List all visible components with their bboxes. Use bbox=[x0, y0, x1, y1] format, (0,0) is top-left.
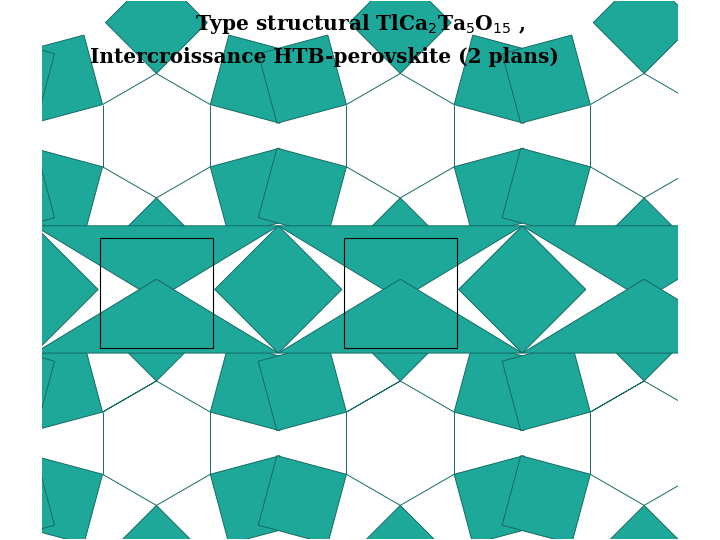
Polygon shape bbox=[644, 167, 698, 198]
Polygon shape bbox=[210, 148, 299, 237]
Polygon shape bbox=[156, 474, 210, 505]
Polygon shape bbox=[210, 35, 299, 123]
Polygon shape bbox=[346, 474, 400, 505]
Bar bbox=[100, 238, 213, 348]
Polygon shape bbox=[279, 226, 522, 300]
Polygon shape bbox=[14, 35, 102, 123]
Polygon shape bbox=[258, 342, 346, 431]
Polygon shape bbox=[0, 279, 35, 353]
Polygon shape bbox=[215, 226, 342, 353]
Polygon shape bbox=[454, 35, 542, 123]
Polygon shape bbox=[349, 505, 451, 540]
Polygon shape bbox=[106, 198, 207, 300]
Polygon shape bbox=[14, 456, 102, 540]
Polygon shape bbox=[102, 73, 156, 105]
Bar bbox=[343, 238, 457, 348]
Polygon shape bbox=[454, 148, 542, 237]
Polygon shape bbox=[593, 279, 695, 381]
Polygon shape bbox=[400, 381, 454, 412]
Polygon shape bbox=[502, 342, 590, 431]
Polygon shape bbox=[0, 456, 55, 540]
Polygon shape bbox=[590, 73, 644, 105]
Polygon shape bbox=[279, 279, 522, 353]
Polygon shape bbox=[349, 198, 451, 300]
Polygon shape bbox=[156, 73, 210, 105]
Polygon shape bbox=[644, 474, 698, 505]
Polygon shape bbox=[698, 456, 720, 540]
Polygon shape bbox=[698, 35, 720, 123]
Polygon shape bbox=[522, 279, 720, 353]
Polygon shape bbox=[35, 226, 279, 300]
Polygon shape bbox=[502, 35, 590, 123]
Polygon shape bbox=[258, 148, 346, 237]
Text: Type structural TlCa$_2$Ta$_5$O$_{15}$ ,: Type structural TlCa$_2$Ta$_5$O$_{15}$ , bbox=[195, 12, 525, 36]
Polygon shape bbox=[14, 148, 102, 237]
Polygon shape bbox=[346, 73, 400, 105]
Polygon shape bbox=[454, 456, 542, 540]
Polygon shape bbox=[644, 73, 698, 105]
Polygon shape bbox=[400, 474, 454, 505]
Polygon shape bbox=[590, 381, 644, 412]
Polygon shape bbox=[106, 505, 207, 540]
Polygon shape bbox=[0, 226, 98, 353]
Polygon shape bbox=[0, 226, 35, 300]
Polygon shape bbox=[258, 35, 346, 123]
Polygon shape bbox=[593, 198, 695, 300]
Polygon shape bbox=[0, 342, 55, 431]
Polygon shape bbox=[35, 279, 279, 353]
Polygon shape bbox=[210, 342, 299, 431]
Polygon shape bbox=[346, 381, 400, 412]
Polygon shape bbox=[0, 148, 55, 237]
Polygon shape bbox=[106, 279, 207, 381]
Polygon shape bbox=[698, 148, 720, 237]
Polygon shape bbox=[156, 167, 210, 198]
Polygon shape bbox=[703, 226, 720, 353]
Polygon shape bbox=[522, 226, 720, 300]
Polygon shape bbox=[0, 35, 55, 123]
Polygon shape bbox=[502, 148, 590, 237]
Polygon shape bbox=[210, 456, 299, 540]
Polygon shape bbox=[156, 381, 210, 412]
Polygon shape bbox=[346, 167, 400, 198]
Polygon shape bbox=[349, 279, 451, 381]
Polygon shape bbox=[590, 167, 644, 198]
Polygon shape bbox=[454, 342, 542, 431]
Polygon shape bbox=[349, 0, 451, 73]
Polygon shape bbox=[400, 167, 454, 198]
Polygon shape bbox=[400, 73, 454, 105]
Polygon shape bbox=[502, 456, 590, 540]
Polygon shape bbox=[698, 342, 720, 431]
Polygon shape bbox=[14, 342, 102, 431]
Polygon shape bbox=[644, 381, 698, 412]
Polygon shape bbox=[593, 0, 695, 73]
Text: Intercroissance HTB-perovskite (2 plans): Intercroissance HTB-perovskite (2 plans) bbox=[90, 46, 559, 66]
Polygon shape bbox=[459, 226, 586, 353]
Polygon shape bbox=[258, 456, 346, 540]
Polygon shape bbox=[102, 167, 156, 198]
Polygon shape bbox=[102, 474, 156, 505]
Polygon shape bbox=[102, 381, 156, 412]
Polygon shape bbox=[590, 474, 644, 505]
Polygon shape bbox=[593, 505, 695, 540]
Polygon shape bbox=[106, 0, 207, 73]
